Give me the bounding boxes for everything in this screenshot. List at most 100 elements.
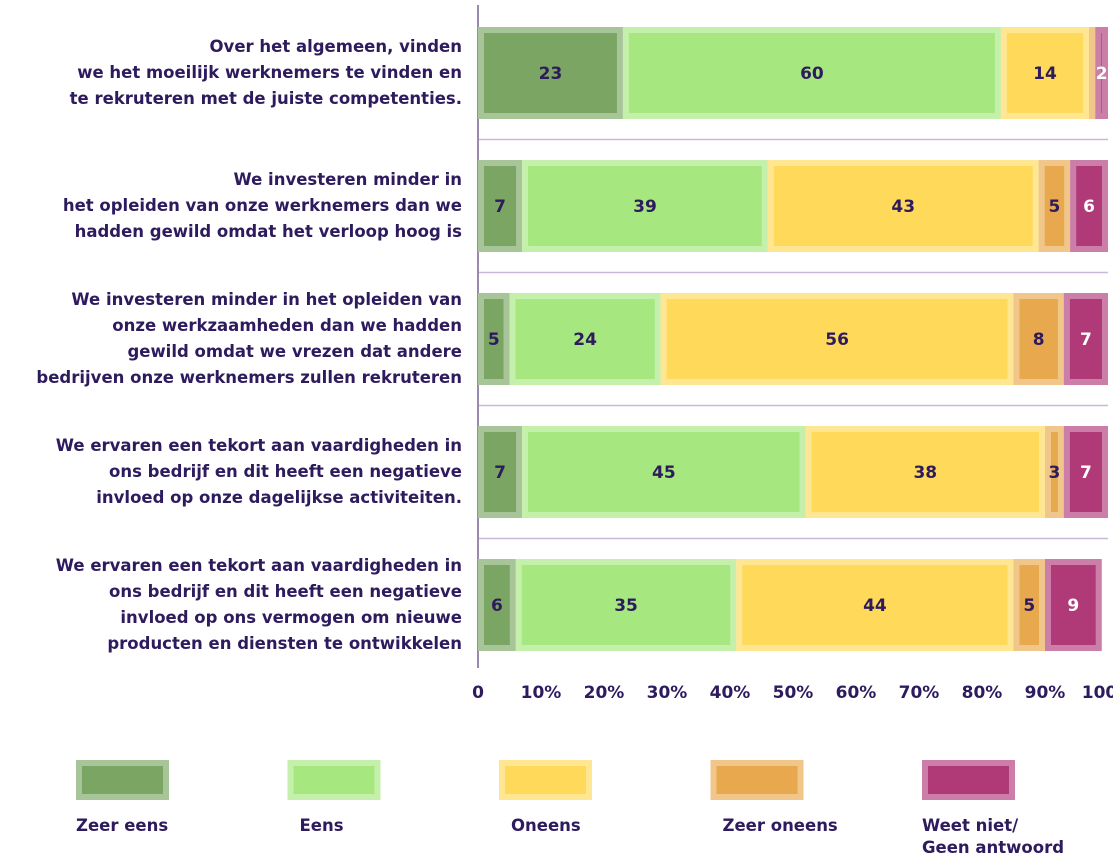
x-tick-label: 10%	[521, 683, 562, 703]
x-tick-label: 70%	[899, 683, 940, 703]
category-label: Over het algemeen, vinden we het moeilij…	[69, 37, 462, 108]
x-tick-label: 60%	[836, 683, 877, 703]
bar-segment	[1063, 293, 1109, 385]
data-label: 60	[800, 64, 824, 84]
bar-segment	[1038, 160, 1071, 252]
legend-swatch	[76, 760, 169, 800]
bar-segment	[1070, 160, 1108, 252]
data-label: 7	[1080, 330, 1092, 350]
data-label: 43	[891, 197, 915, 217]
bar-segment	[1045, 559, 1102, 651]
bar-border	[1000, 27, 1090, 119]
data-label: 38	[913, 463, 937, 483]
x-tick-label: 0	[472, 683, 484, 703]
bar-border	[1038, 160, 1071, 252]
bar-border	[1045, 426, 1064, 518]
data-label: 45	[652, 463, 676, 483]
x-tick-label: 80%	[962, 683, 1003, 703]
legend-swatch	[287, 760, 381, 800]
data-label: 6	[1083, 197, 1095, 217]
bar-segment	[478, 27, 623, 119]
bar-border	[805, 426, 1045, 518]
bar-border	[1013, 559, 1045, 651]
data-label: 7	[494, 463, 506, 483]
legend-swatch-border	[922, 760, 1015, 800]
data-label: 56	[825, 330, 849, 350]
legend-swatch	[499, 760, 592, 800]
bar-segment	[622, 27, 1001, 119]
bar-segment	[478, 160, 523, 252]
data-label: 5	[1049, 197, 1061, 217]
data-label: 8	[1033, 330, 1045, 350]
x-tick-label: 30%	[647, 683, 688, 703]
data-label: 24	[573, 330, 597, 350]
legend-label: Oneens	[511, 816, 581, 835]
bar-border	[622, 27, 1001, 119]
data-label: 6	[491, 596, 503, 616]
legend-swatch	[922, 760, 1015, 800]
bar-border	[522, 426, 806, 518]
data-label: 3	[1049, 463, 1061, 483]
category-label: We investeren minder in het opleiden van…	[36, 290, 462, 387]
x-tick-label: 20%	[584, 683, 625, 703]
x-tick-label: 90%	[1025, 683, 1066, 703]
data-label: 7	[1080, 463, 1092, 483]
bar-segment	[478, 293, 510, 385]
legend-swatch-border	[710, 760, 804, 800]
data-label: 44	[863, 596, 887, 616]
bar-border	[522, 160, 768, 252]
bar-border	[478, 293, 510, 385]
legend-swatch-border	[499, 760, 592, 800]
bar-border	[478, 160, 523, 252]
bar-segment	[478, 426, 523, 518]
legend-label: Eens	[299, 816, 344, 835]
bar-border	[736, 559, 1014, 651]
data-label: 39	[633, 197, 657, 217]
bar-segment	[478, 559, 516, 651]
bar-segment	[767, 160, 1039, 252]
bar-border	[1045, 559, 1102, 651]
bar-border	[478, 559, 516, 651]
legend-swatch-border	[76, 760, 169, 800]
bar-segment	[522, 160, 768, 252]
data-label: 7	[494, 197, 506, 217]
category-label: We investeren minder in het opleiden van…	[62, 170, 462, 241]
bar-border	[1063, 293, 1109, 385]
data-label: 9	[1067, 596, 1079, 616]
category-label: We ervaren een tekort aan vaardigheden i…	[55, 556, 462, 653]
legend-swatch	[710, 760, 804, 800]
bar-segment	[1089, 27, 1096, 119]
data-label: 5	[488, 330, 500, 350]
bar-border	[660, 293, 1014, 385]
bar-border	[478, 426, 523, 518]
data-label: 2	[1096, 64, 1108, 84]
x-tick-label: 40%	[710, 683, 751, 703]
category-label: We ervaren een tekort aan vaardigheden i…	[55, 436, 462, 507]
legend-label: Zeer oneens	[722, 816, 838, 835]
legend-label: Zeer eens	[76, 816, 169, 835]
data-label: 23	[539, 64, 563, 84]
x-tick-label: 50%	[773, 683, 814, 703]
bar-segment	[660, 293, 1014, 385]
bar-border	[478, 27, 623, 119]
bar-border	[1063, 426, 1109, 518]
bar-border	[767, 160, 1039, 252]
bar-segment	[515, 559, 737, 651]
bar-segment	[509, 293, 661, 385]
bar-segment	[1013, 559, 1045, 651]
data-label: 5	[1023, 596, 1035, 616]
bar-segment	[522, 426, 806, 518]
data-label: 35	[614, 596, 638, 616]
bar-border	[1013, 293, 1064, 385]
legend-swatch-border	[287, 760, 381, 800]
bar-segment	[736, 559, 1014, 651]
legend-label: Weet niet/ Geen antwoord	[922, 816, 1065, 857]
bar-border	[509, 293, 661, 385]
bar-segment	[1000, 27, 1090, 119]
bar-border	[515, 559, 737, 651]
bar-segment	[1063, 426, 1109, 518]
bar-segment	[1045, 426, 1064, 518]
bar-segment	[1095, 27, 1109, 119]
